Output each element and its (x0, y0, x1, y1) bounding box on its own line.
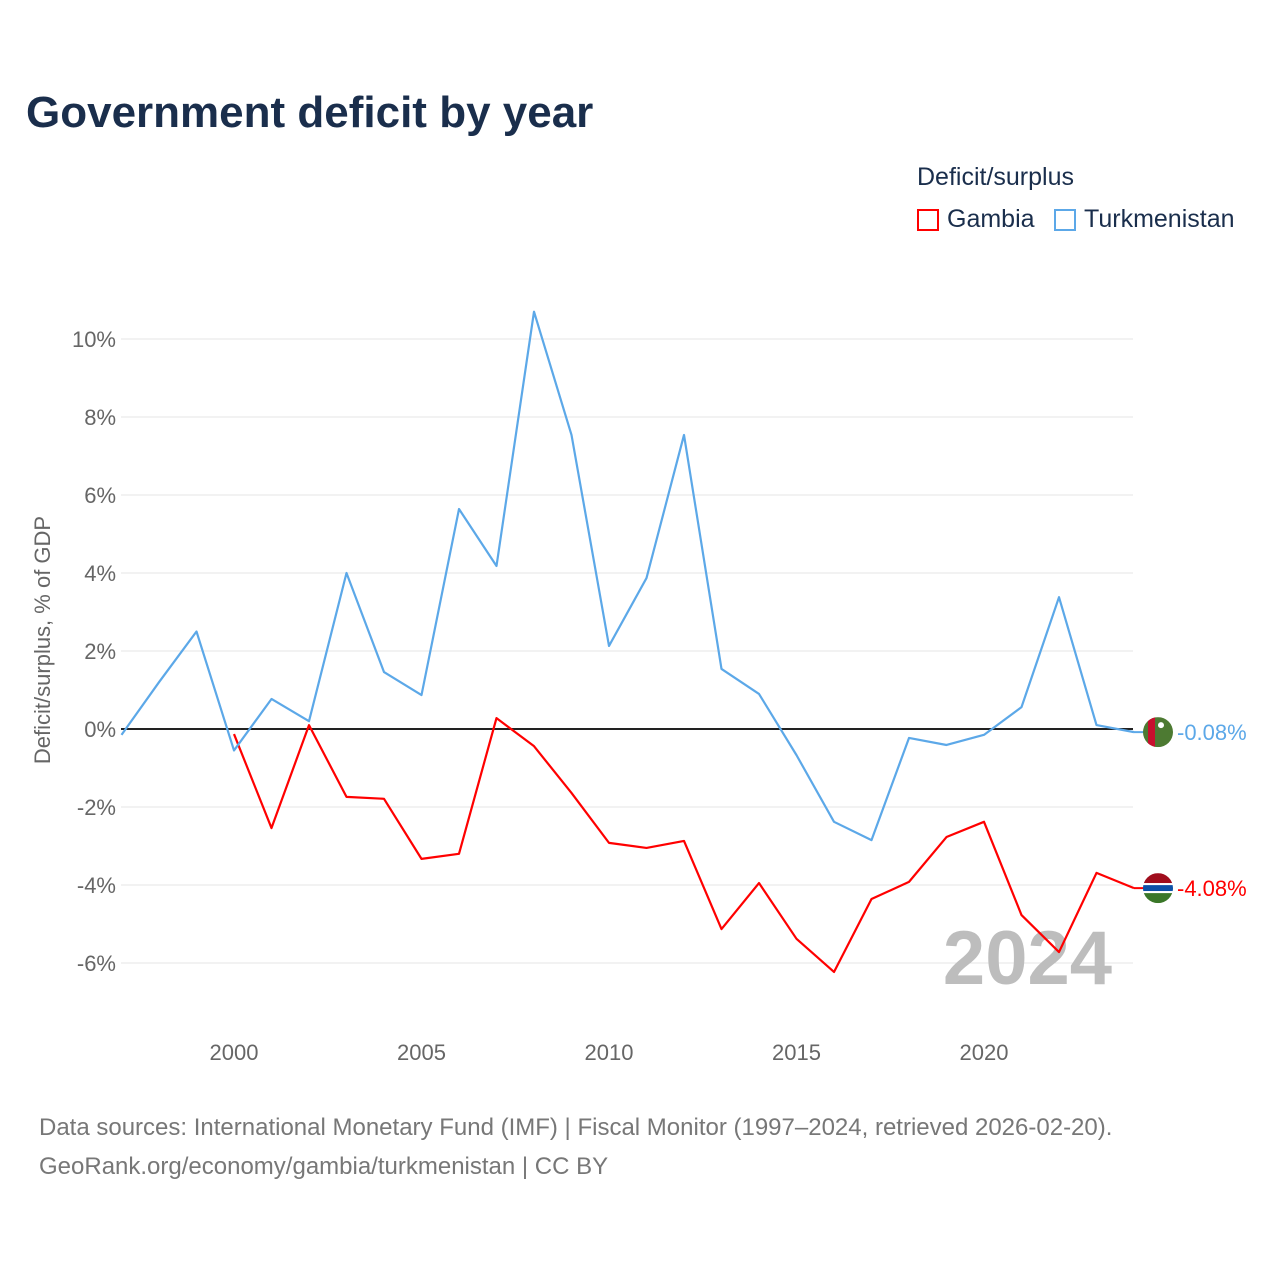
data-point-turkmenistan (869, 837, 875, 843)
data-point-gambia (681, 838, 687, 844)
data-point-turkmenistan (681, 432, 687, 438)
data-point-gambia (869, 896, 875, 902)
data-point-turkmenistan (231, 747, 237, 753)
data-point-turkmenistan (381, 669, 387, 675)
data-point-turkmenistan (419, 692, 425, 698)
data-point-turkmenistan (156, 679, 162, 685)
data-point-gambia (606, 840, 612, 846)
data-point-turkmenistan (456, 506, 462, 512)
data-point-gambia (831, 969, 837, 975)
y-tick-label: -4% (77, 873, 116, 898)
series-line-turkmenistan (120, 310, 1135, 842)
legend-item-turkmenistan[interactable]: Turkmenistan (1054, 205, 1235, 234)
data-point-gambia (569, 790, 575, 796)
y-axis-label: Deficit/surplus, % of GDP (30, 516, 55, 764)
data-point-turkmenistan (344, 570, 350, 576)
data-point-gambia (231, 731, 237, 737)
data-point-turkmenistan (569, 432, 575, 438)
data-point-turkmenistan (756, 691, 762, 697)
data-point-gambia (644, 845, 650, 851)
data-point-turkmenistan (944, 742, 950, 748)
source-line-1: Data sources: International Monetary Fun… (39, 1114, 1113, 1141)
gambia-flag-icon (1143, 873, 1173, 904)
legend-swatch-gambia (917, 208, 939, 231)
data-point-gambia (456, 851, 462, 857)
legend-title: Deficit/surplus (917, 163, 1074, 191)
data-point-turkmenistan (1056, 594, 1062, 600)
data-point-gambia (419, 856, 425, 862)
data-point-gambia (1019, 912, 1025, 918)
x-tick-label: 2000 (210, 1040, 259, 1065)
end-label-gambia: -4.08% (1177, 876, 1247, 901)
data-point-turkmenistan (906, 735, 912, 741)
data-point-turkmenistan (269, 696, 275, 702)
y-tick-label: 6% (84, 483, 116, 508)
y-tick-label: 2% (84, 639, 116, 664)
series-line-gambia (232, 716, 1135, 974)
legend-swatch-turkmenistan (1054, 208, 1076, 231)
x-tick-label: 2005 (397, 1040, 446, 1065)
data-point-gambia (1056, 949, 1062, 955)
data-point-turkmenistan (719, 666, 725, 672)
data-point-turkmenistan (306, 718, 312, 724)
data-point-turkmenistan (606, 643, 612, 649)
data-point-gambia (794, 936, 800, 942)
legend-label-turkmenistan: Turkmenistan (1084, 205, 1235, 233)
data-point-turkmenistan (831, 819, 837, 825)
y-tick-label: -2% (77, 795, 116, 820)
end-label-turkmenistan: -0.08% (1177, 720, 1247, 745)
y-tick-label: 4% (84, 561, 116, 586)
year-annotation: 2024 (943, 916, 1112, 1001)
y-tick-label: 0% (84, 717, 116, 742)
y-tick-label: 8% (84, 405, 116, 430)
data-point-turkmenistan (1094, 722, 1100, 728)
x-tick-label: 2020 (960, 1040, 1009, 1065)
data-point-gambia (269, 825, 275, 831)
source-line-2[interactable]: GeoRank.org/economy/gambia/turkmenistan … (39, 1153, 609, 1180)
data-point-turkmenistan (494, 563, 500, 569)
data-point-gambia (981, 819, 987, 825)
data-point-turkmenistan (119, 732, 125, 738)
chart-title: Government deficit by year (26, 88, 594, 137)
turkmenistan-flag-icon (1143, 717, 1173, 748)
data-point-turkmenistan (194, 629, 200, 635)
data-point-gambia (906, 879, 912, 885)
data-point-turkmenistan (644, 575, 650, 581)
data-point-gambia (531, 743, 537, 749)
y-tick-label: -6% (77, 951, 116, 976)
data-point-turkmenistan (794, 752, 800, 758)
data-point-gambia (756, 880, 762, 886)
data-point-gambia (344, 794, 350, 800)
data-point-gambia (719, 926, 725, 932)
legend-label-gambia: Gambia (947, 205, 1035, 233)
data-point-turkmenistan (981, 732, 987, 738)
data-point-gambia (944, 834, 950, 840)
data-point-gambia (1094, 870, 1100, 876)
y-tick-label: 10% (72, 327, 116, 352)
data-point-gambia (381, 796, 387, 802)
data-point-turkmenistan (1019, 704, 1025, 710)
legend-item-gambia[interactable]: Gambia (917, 205, 1035, 234)
source-note: Data sources: International Monetary Fun… (39, 1108, 1112, 1186)
x-tick-label: 2010 (585, 1040, 634, 1065)
x-tick-label: 2015 (772, 1040, 821, 1065)
data-point-gambia (494, 715, 500, 721)
data-point-turkmenistan (531, 309, 537, 315)
